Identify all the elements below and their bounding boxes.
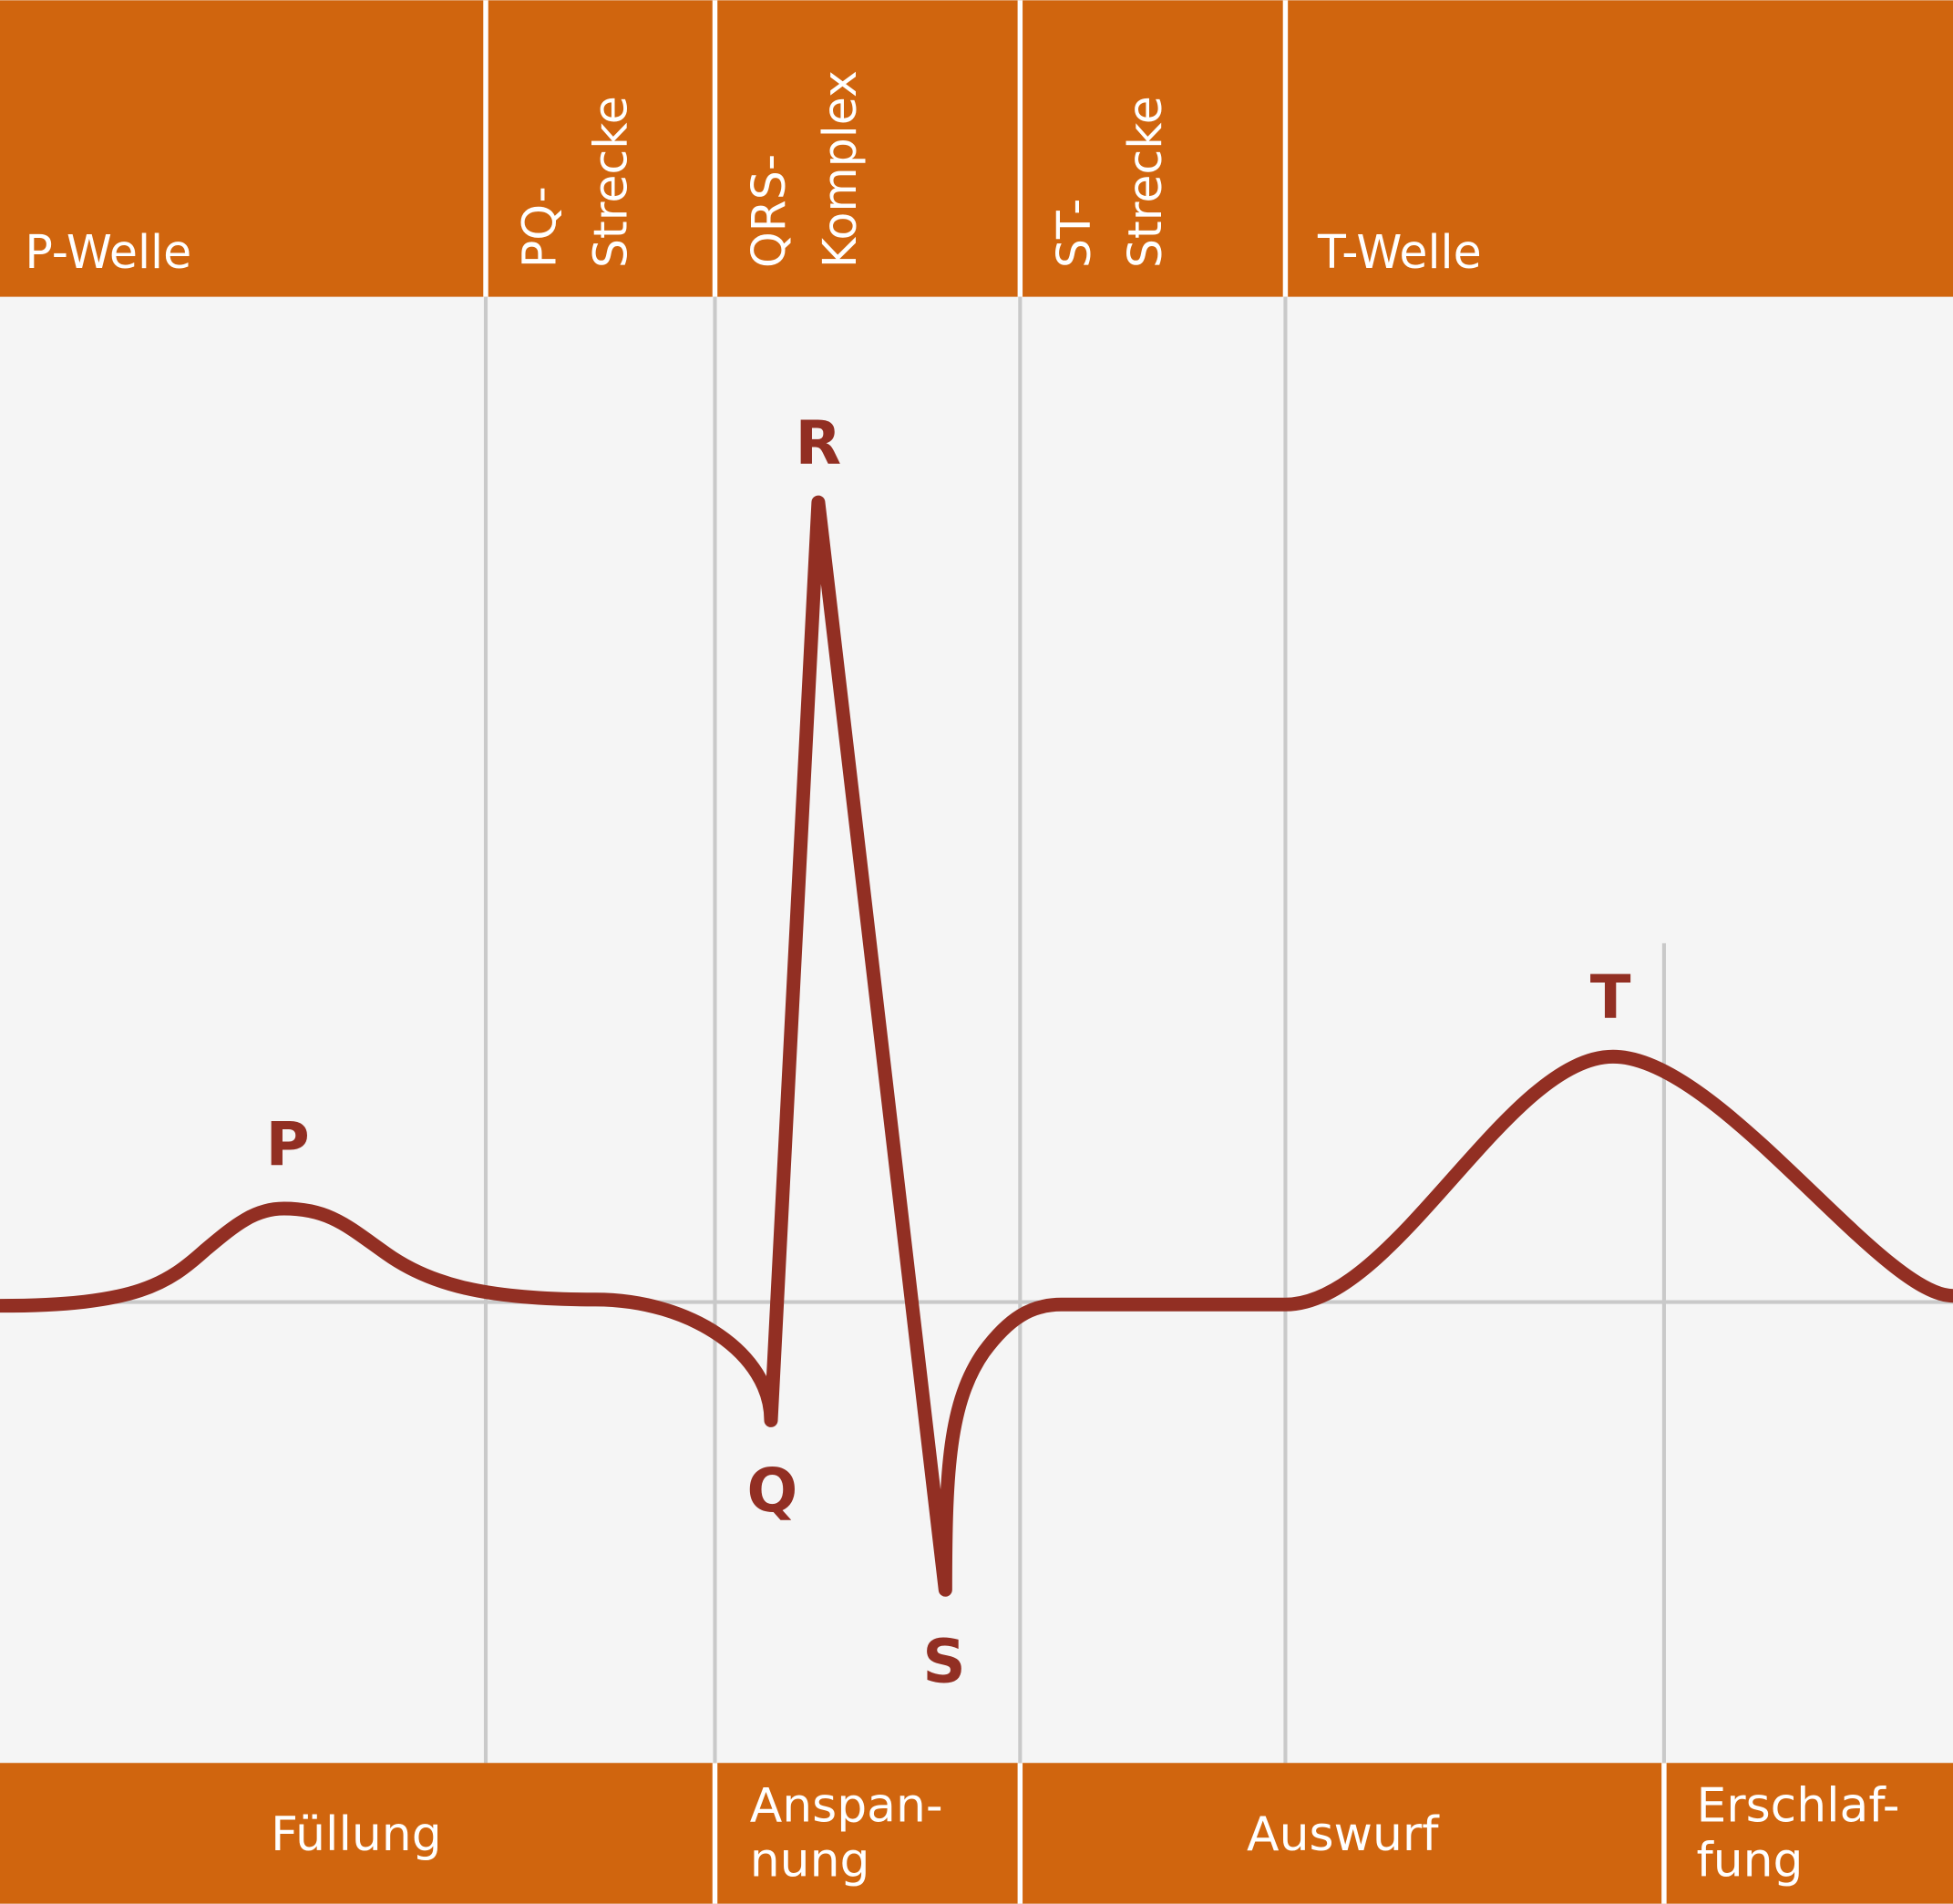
footer-background <box>0 1763 1953 1904</box>
label-s: S <box>922 1627 965 1696</box>
footer-anspannung-line2: nung <box>750 1834 870 1889</box>
footer-erschlaffung-line2: fung <box>1696 1834 1803 1889</box>
header-background <box>0 0 1953 297</box>
footer-anspannung-line1: Anspan- <box>750 1778 943 1833</box>
label-p: P <box>266 1110 310 1179</box>
footer-band: Füllung Anspan- nung Auswurf Erschlaf- f… <box>0 1763 1953 1904</box>
label-r: R <box>796 409 842 479</box>
header-qrs-line2: Komplex <box>813 70 867 268</box>
header-st-line2: Strecke <box>1118 96 1172 268</box>
ecg-curve <box>0 495 1953 1597</box>
label-q: Q <box>746 1456 797 1526</box>
header-t-welle: T-Welle <box>1317 225 1482 279</box>
header-qrs-line1: QRS- <box>742 154 796 268</box>
footer-erschlaffung-line1: Erschlaf- <box>1696 1778 1899 1833</box>
grid <box>0 296 1953 1764</box>
header-p-welle: P-Welle <box>25 225 191 279</box>
header-band: P-Welle PQ- Strecke QRS- Komplex ST- Str… <box>0 0 1953 297</box>
header-pq-line1: PQ- <box>513 186 567 268</box>
label-t: T <box>1590 963 1631 1033</box>
header-st-line1: ST- <box>1047 199 1101 269</box>
header-pq-line2: Strecke <box>583 96 637 268</box>
footer-fuellung: Füllung <box>271 1807 442 1862</box>
footer-auswurf: Auswurf <box>1247 1807 1440 1862</box>
